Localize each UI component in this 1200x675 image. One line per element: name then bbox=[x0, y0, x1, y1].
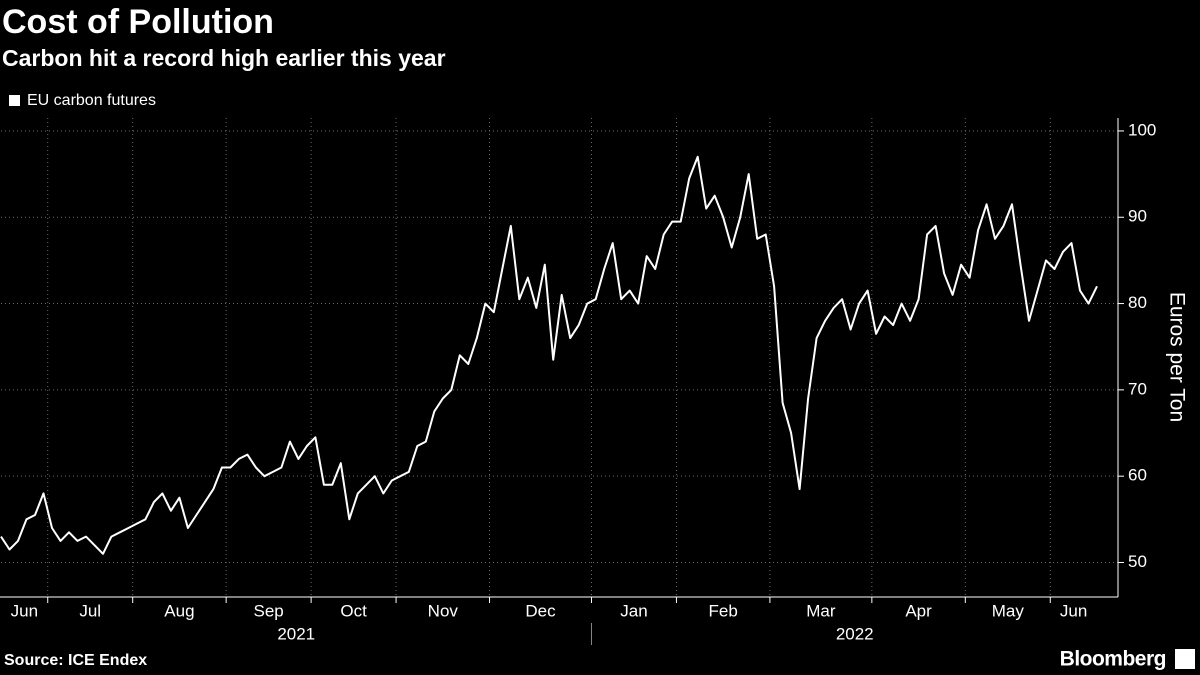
x-tick-label: May bbox=[992, 601, 1025, 620]
x-tick-label: Mar bbox=[806, 601, 836, 620]
year-label: 2021 bbox=[277, 624, 315, 643]
brand: Bloomberg bbox=[1060, 648, 1166, 671]
brand-icon bbox=[1175, 649, 1195, 669]
y-tick-label: 80 bbox=[1128, 293, 1147, 312]
chart-title: Cost of Pollution bbox=[2, 3, 274, 41]
x-tick-label: Sep bbox=[254, 601, 284, 620]
x-tick-label: Jun bbox=[11, 601, 38, 620]
y-tick-label: 70 bbox=[1128, 379, 1147, 398]
x-tick-label: Jan bbox=[620, 601, 647, 620]
y-tick-label: 50 bbox=[1128, 552, 1147, 571]
source: Source: ICE Endex bbox=[4, 652, 147, 669]
chart-subtitle: Carbon hit a record high earlier this ye… bbox=[2, 45, 446, 71]
legend-label: EU carbon futures bbox=[27, 92, 156, 109]
x-tick-label: Oct bbox=[340, 601, 367, 620]
series-line bbox=[0, 155, 1098, 555]
x-tick-label: Feb bbox=[709, 601, 738, 620]
y-tick-label: 100 bbox=[1128, 120, 1156, 139]
y-tick-label: 90 bbox=[1128, 207, 1147, 226]
year-label: 2022 bbox=[836, 624, 874, 643]
legend-swatch bbox=[9, 95, 20, 106]
x-tick-label: Jul bbox=[79, 601, 101, 620]
x-tick-label: Nov bbox=[428, 601, 459, 620]
y-tick-label: 60 bbox=[1128, 466, 1147, 485]
x-tick-label: Dec bbox=[525, 601, 556, 620]
x-tick-label: Apr bbox=[905, 601, 932, 620]
y-axis-label: Euros per Ton bbox=[1165, 292, 1188, 422]
x-tick-label: Jun bbox=[1060, 601, 1087, 620]
x-tick-label: Aug bbox=[164, 601, 194, 620]
